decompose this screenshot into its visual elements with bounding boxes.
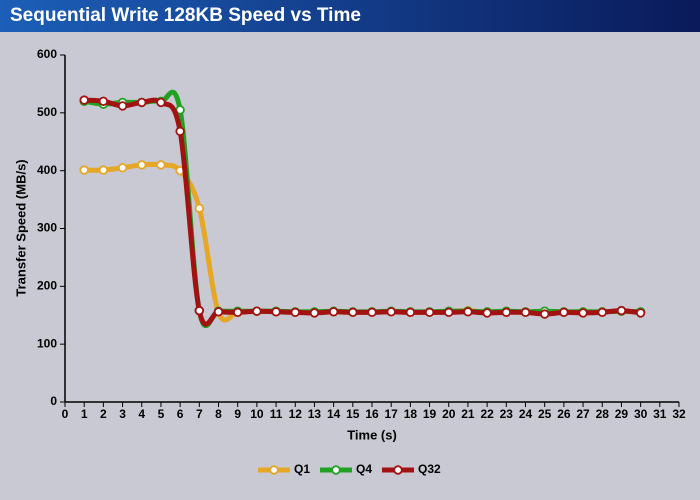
data-point <box>252 306 262 316</box>
legend-marker <box>331 465 341 475</box>
data-point <box>520 307 531 318</box>
x-tick-label: 28 <box>596 407 610 421</box>
x-tick-label: 29 <box>615 407 629 421</box>
data-point <box>328 307 339 317</box>
y-tick-label: 0 <box>50 394 57 408</box>
x-tick-label: 14 <box>327 407 341 421</box>
x-tick-label: 20 <box>442 407 456 421</box>
data-point <box>367 307 377 318</box>
x-tick-label: 9 <box>234 407 241 421</box>
data-point <box>137 160 147 170</box>
data-point <box>175 126 185 137</box>
data-point <box>597 307 607 318</box>
data-point <box>232 307 243 318</box>
data-point <box>463 307 473 317</box>
data-point <box>539 309 550 319</box>
data-point <box>386 307 396 317</box>
x-tick-label: 4 <box>138 407 145 421</box>
y-tick-label: 600 <box>37 47 57 61</box>
data-point <box>559 307 569 318</box>
data-point <box>348 307 358 318</box>
x-tick-label: 31 <box>653 407 667 421</box>
legend-label: Q1 <box>294 462 310 476</box>
legend-label: Q32 <box>418 462 441 476</box>
data-point <box>444 307 454 318</box>
data-point <box>424 307 435 318</box>
legend-marker <box>393 465 403 475</box>
x-tick-label: 22 <box>480 407 494 421</box>
y-axis-label: Transfer Speed (MB/s) <box>13 159 28 296</box>
data-point <box>635 308 646 318</box>
x-tick-label: 5 <box>158 407 165 421</box>
x-tick-label: 10 <box>250 407 264 421</box>
x-tick-label: 21 <box>461 407 475 421</box>
data-point <box>578 308 588 318</box>
x-tick-label: 12 <box>289 407 303 421</box>
data-point <box>194 203 205 213</box>
data-point <box>616 305 627 316</box>
y-tick-label: 300 <box>37 221 57 235</box>
data-point <box>309 308 320 318</box>
x-tick-label: 8 <box>215 407 222 421</box>
x-tick-label: 25 <box>538 407 552 421</box>
data-point <box>156 97 166 108</box>
x-tick-label: 17 <box>385 407 399 421</box>
x-tick-label: 19 <box>423 407 437 421</box>
data-point <box>482 308 492 318</box>
x-tick-label: 11 <box>270 407 283 421</box>
x-tick-label: 1 <box>81 407 88 421</box>
data-point <box>98 96 109 106</box>
data-point <box>213 307 224 317</box>
data-point <box>137 97 147 108</box>
data-point <box>117 163 128 173</box>
x-tick-label: 26 <box>557 407 571 421</box>
x-tick-label: 13 <box>308 407 322 421</box>
data-point <box>194 305 205 316</box>
legend-label: Q4 <box>356 462 372 476</box>
x-tick-label: 18 <box>404 407 418 421</box>
data-point <box>290 307 300 318</box>
x-tick-label: 0 <box>62 407 69 421</box>
data-point <box>79 165 89 175</box>
title-bar <box>0 0 700 32</box>
data-point <box>117 101 128 111</box>
x-tick-label: 2 <box>100 407 107 421</box>
data-point <box>271 307 281 317</box>
data-point <box>405 307 416 318</box>
y-tick-label: 100 <box>37 336 57 350</box>
y-tick-label: 500 <box>37 105 57 119</box>
x-tick-label: 16 <box>365 407 379 421</box>
x-tick-label: 15 <box>346 407 360 421</box>
x-tick-label: 24 <box>519 407 533 421</box>
y-tick-label: 400 <box>37 163 57 177</box>
chart-title: Sequential Write 128KB Speed vs Time <box>10 5 361 26</box>
y-tick-label: 200 <box>37 279 57 293</box>
data-point <box>98 165 109 175</box>
x-tick-label: 7 <box>196 407 203 421</box>
legend-marker <box>269 465 279 475</box>
data-point <box>156 160 166 170</box>
x-tick-label: 3 <box>119 407 126 421</box>
x-tick-label: 6 <box>177 407 184 421</box>
x-tick-label: 23 <box>500 407 514 421</box>
x-tick-label: 32 <box>672 407 686 421</box>
x-axis-label: Time (s) <box>347 427 397 442</box>
data-point <box>79 95 89 105</box>
data-point <box>501 307 512 318</box>
x-tick-label: 30 <box>634 407 648 421</box>
x-tick-label: 27 <box>576 407 590 421</box>
